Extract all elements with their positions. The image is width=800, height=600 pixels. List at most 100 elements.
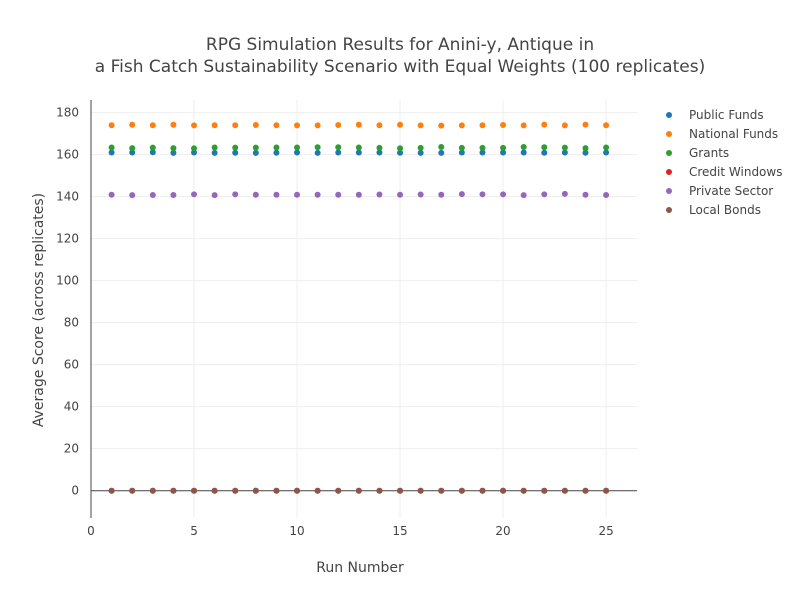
data-point	[417, 122, 424, 129]
data-point	[273, 122, 280, 129]
data-point	[520, 149, 527, 156]
data-point	[211, 192, 218, 199]
data-point	[294, 122, 301, 129]
data-point	[603, 191, 610, 198]
data-point	[294, 149, 301, 156]
data-point	[149, 144, 156, 151]
y-tick-label: 180	[56, 106, 79, 120]
data-point	[500, 149, 507, 156]
data-point	[232, 144, 239, 151]
data-point	[211, 122, 218, 129]
data-point	[108, 149, 115, 156]
data-point	[376, 191, 383, 198]
data-point	[479, 191, 486, 198]
data-point	[252, 191, 259, 198]
data-point	[149, 122, 156, 129]
x-axis-tick-labels: 0 5 10 15 20 25	[87, 524, 614, 538]
x-tick-label: 0	[87, 524, 95, 538]
data-point	[458, 487, 465, 494]
data-point	[479, 144, 486, 151]
y-tick-label: 160	[56, 148, 79, 162]
data-point	[191, 191, 198, 198]
data-point	[129, 192, 136, 199]
y-tick-label: 140	[56, 190, 79, 204]
data-point	[500, 487, 507, 494]
y-tick-label: 20	[64, 442, 79, 456]
data-point	[129, 121, 136, 128]
data-point	[541, 149, 548, 156]
data-point	[211, 149, 218, 156]
data-point	[108, 122, 115, 129]
data-point	[191, 122, 198, 129]
data-point	[479, 487, 486, 494]
series-public-funds	[108, 149, 610, 156]
data-point	[479, 149, 486, 156]
series-private-sector	[108, 190, 610, 199]
data-point	[273, 191, 280, 198]
data-point	[397, 487, 404, 494]
x-tick-label: 20	[495, 524, 510, 538]
x-tick-label: 15	[392, 524, 407, 538]
chart-title: RPG Simulation Results for Anini-y, Anti…	[95, 35, 705, 77]
data-point	[252, 149, 259, 156]
y-tick-label: 40	[64, 400, 79, 414]
data-point	[603, 122, 610, 129]
data-point	[149, 487, 156, 494]
data-point	[417, 144, 424, 151]
data-point	[417, 149, 424, 156]
data-point	[129, 149, 136, 156]
data-point	[438, 122, 445, 129]
y-tick-label: 120	[56, 232, 79, 246]
series-grants	[108, 144, 610, 152]
data-point	[417, 487, 424, 494]
data-point	[314, 191, 321, 198]
legend-label: National Funds	[689, 127, 778, 141]
data-point	[458, 122, 465, 129]
data-point	[335, 149, 342, 156]
data-point	[273, 487, 280, 494]
data-point	[500, 191, 507, 198]
data-point	[541, 191, 548, 198]
data-point	[397, 121, 404, 128]
data-point	[397, 149, 404, 156]
data-point	[500, 121, 507, 128]
data-point	[252, 144, 259, 151]
data-point	[232, 149, 239, 156]
data-point	[335, 121, 342, 128]
legend-label: Credit Windows	[689, 165, 782, 179]
series-national-funds	[108, 121, 610, 129]
data-point	[355, 191, 362, 198]
gridlines	[91, 100, 637, 518]
data-point	[355, 487, 362, 494]
data-point	[376, 149, 383, 156]
data-point	[438, 191, 445, 198]
data-point	[561, 122, 568, 129]
chart-title-line-2: a Fish Catch Sustainability Scenario wit…	[95, 57, 705, 77]
data-point	[294, 191, 301, 198]
data-point	[108, 144, 115, 151]
data-point	[520, 122, 527, 129]
y-tick-label: 80	[64, 316, 79, 330]
data-point	[273, 144, 280, 151]
data-point	[232, 191, 239, 198]
data-point	[170, 149, 177, 156]
data-point	[520, 144, 527, 151]
data-point	[541, 121, 548, 128]
data-point	[108, 191, 115, 198]
legend-marker	[666, 188, 672, 194]
data-point	[458, 144, 465, 151]
data-point	[561, 144, 568, 151]
data-point	[211, 144, 218, 151]
data-point	[417, 191, 424, 198]
data-point	[355, 149, 362, 156]
axes	[90, 100, 637, 518]
data-point	[252, 121, 259, 128]
legend-marker	[666, 131, 672, 137]
y-axis-tick-labels: 0 20 40 60 80 100 120 140 160 180	[56, 106, 79, 498]
data-point	[603, 487, 610, 494]
x-tick-label: 25	[598, 524, 613, 538]
data-point	[129, 145, 136, 152]
legend: Public Funds National Funds Grants Credit W…	[666, 108, 782, 217]
data-point	[561, 149, 568, 156]
